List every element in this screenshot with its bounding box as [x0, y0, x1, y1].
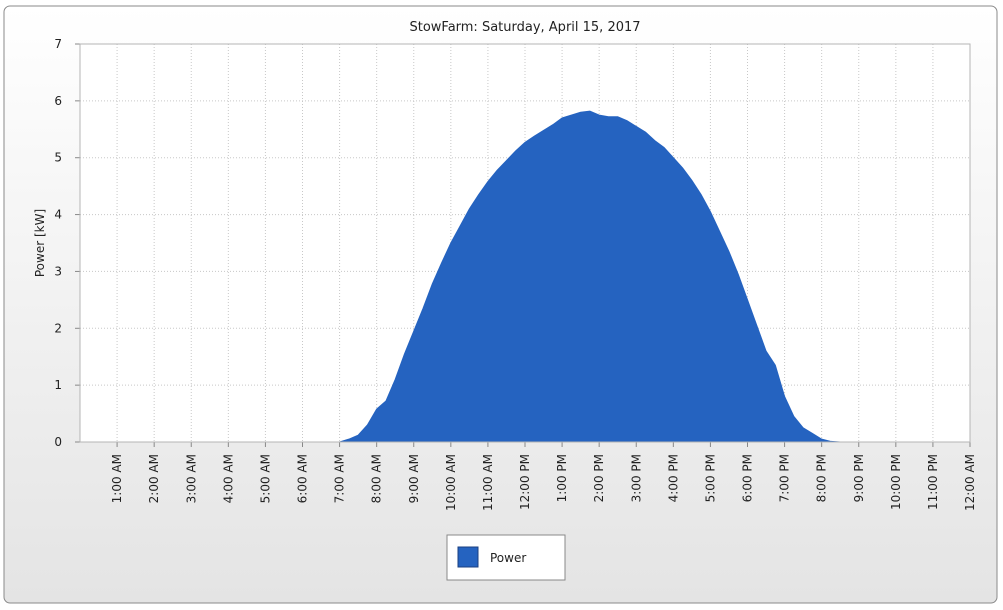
- y-tick-label: 0: [54, 435, 62, 449]
- x-tick-label: 6:00 PM: [741, 454, 755, 502]
- x-tick-label: 4:00 AM: [221, 454, 235, 503]
- y-tick-label: 2: [54, 321, 62, 335]
- x-tick-label: 2:00 AM: [147, 454, 161, 503]
- x-tick-label: 10:00 PM: [889, 454, 903, 510]
- y-axis-label: Power [kW]: [33, 209, 47, 277]
- x-tick-label: 12:00 AM: [963, 454, 977, 511]
- x-tick-label: 9:00 AM: [407, 454, 421, 503]
- x-tick-label: 3:00 PM: [629, 454, 643, 502]
- y-tick-label: 7: [54, 37, 62, 51]
- area: [80, 110, 970, 443]
- x-tick-label: 11:00 AM: [481, 454, 495, 511]
- x-tick-label: 12:00 PM: [518, 454, 532, 510]
- y-tick-label: 4: [54, 208, 62, 222]
- x-tick-label: 5:00 AM: [258, 454, 272, 503]
- y-tick-label: 3: [54, 264, 62, 278]
- x-tick-label: 7:00 PM: [778, 454, 792, 502]
- x-tick-label: 7:00 AM: [333, 454, 347, 503]
- y-tick-label: 6: [54, 94, 62, 108]
- y-tick-label: 5: [54, 151, 62, 165]
- x-tick-label: 1:00 PM: [555, 454, 569, 502]
- x-tick-label: 8:00 PM: [815, 454, 829, 502]
- x-tick-label: 4:00 PM: [666, 454, 680, 502]
- x-tick-label: 11:00 PM: [926, 454, 940, 510]
- legend-label: Power: [490, 551, 526, 565]
- x-tick-label: 10:00 AM: [444, 454, 458, 511]
- x-tick-label: 3:00 AM: [184, 454, 198, 503]
- plot-border: [79, 43, 971, 443]
- y-tick-label: 1: [54, 378, 62, 392]
- x-tick-label: 2:00 PM: [592, 454, 606, 502]
- legend-swatch: [457, 546, 479, 568]
- x-tick-label: 8:00 AM: [370, 454, 384, 503]
- x-tick-label: 5:00 PM: [703, 454, 717, 502]
- x-tick-label: 6:00 AM: [296, 454, 310, 503]
- x-tick-label: 1:00 AM: [110, 454, 124, 503]
- x-tick-label: 9:00 PM: [852, 454, 866, 502]
- chart-title: StowFarm: Saturday, April 15, 2017: [409, 20, 640, 35]
